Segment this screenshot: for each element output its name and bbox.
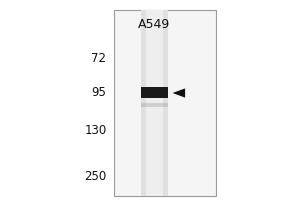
FancyBboxPatch shape	[114, 10, 216, 196]
FancyBboxPatch shape	[141, 10, 168, 196]
Text: A549: A549	[138, 18, 171, 31]
Text: 130: 130	[84, 123, 106, 136]
Polygon shape	[172, 88, 185, 98]
FancyBboxPatch shape	[146, 10, 163, 196]
Text: 72: 72	[92, 51, 106, 64]
Text: 95: 95	[92, 86, 106, 99]
Text: 250: 250	[84, 170, 106, 182]
FancyBboxPatch shape	[141, 103, 168, 107]
FancyBboxPatch shape	[141, 87, 168, 98]
